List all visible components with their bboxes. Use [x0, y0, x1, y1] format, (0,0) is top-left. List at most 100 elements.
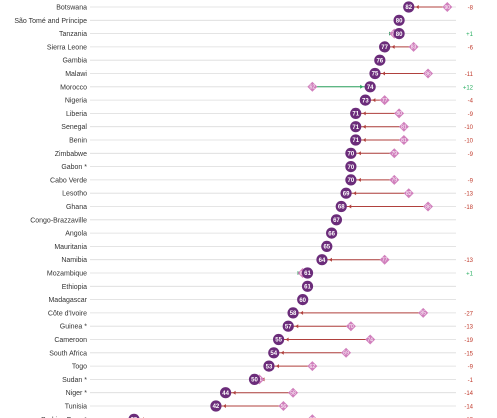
change-arrow: [232, 390, 236, 395]
change-arrow: [280, 350, 284, 355]
previous-marker: [345, 321, 356, 332]
previous-value-label: 79: [391, 151, 397, 157]
previous-value-label: 90: [445, 5, 451, 11]
current-marker: [359, 94, 371, 106]
country-label: Lesotho: [62, 191, 87, 198]
country-label: Mozambique: [47, 271, 87, 278]
country-label: Togo: [72, 364, 87, 371]
change-label: -11: [465, 72, 474, 78]
previous-value-label: 86: [425, 71, 431, 77]
current-marker: [297, 294, 309, 306]
country-label: Liberia: [66, 111, 87, 118]
previous-marker: [394, 108, 405, 119]
current-value-label: 42: [213, 404, 220, 410]
change-arrow: [360, 84, 364, 89]
current-value-label: 73: [362, 98, 369, 104]
country-label: Guinea *: [60, 324, 88, 331]
previous-value-label: 83: [411, 45, 417, 51]
current-value-label: 70: [348, 178, 355, 184]
current-value-label: 70: [348, 165, 355, 171]
change-label: +1: [466, 272, 474, 278]
change-label: +12: [463, 85, 474, 91]
current-value-label: 58: [290, 311, 297, 317]
previous-value-label: 85: [420, 311, 426, 317]
change-label: -19: [464, 338, 473, 344]
change-label: -10: [464, 139, 473, 145]
current-value-label: 53: [266, 364, 273, 370]
current-marker: [335, 200, 347, 213]
previous-marker: [365, 334, 376, 345]
change-arrow: [372, 98, 376, 103]
previous-value-label: 62: [310, 85, 316, 91]
change-label: +1: [466, 32, 474, 38]
previous-marker: [408, 41, 419, 52]
current-marker: [219, 387, 232, 399]
previous-marker: [403, 188, 414, 199]
previous-value-label: 77: [382, 98, 388, 104]
change-label: -13: [464, 192, 473, 198]
country-label: Cabo Verde: [50, 177, 87, 184]
previous-value-label: 79: [391, 178, 397, 184]
current-marker: [350, 107, 362, 119]
current-marker: [379, 41, 391, 53]
change-arrow: [391, 44, 395, 49]
change-label: -18: [464, 205, 473, 211]
country-label: Nigeria: [65, 98, 87, 105]
country-label: Angola: [65, 231, 87, 238]
current-value-label: 67: [333, 218, 340, 224]
current-value-label: 69: [343, 191, 350, 197]
current-value-label: 71: [352, 125, 359, 131]
change-label: -14: [464, 391, 473, 397]
change-arrow: [357, 177, 361, 182]
change-label: -1: [468, 378, 474, 384]
current-marker: [374, 54, 386, 66]
country-label: Ghana: [66, 204, 87, 211]
current-marker: [345, 161, 357, 173]
previous-value-label: 62: [310, 364, 316, 370]
previous-marker: [418, 307, 429, 318]
change-arrow: [295, 324, 299, 329]
change-arrow: [357, 151, 361, 156]
country-label: Malawi: [65, 71, 87, 78]
previous-value-label: 58: [290, 391, 296, 397]
current-marker: [345, 174, 357, 186]
current-value-label: 55: [275, 338, 282, 344]
current-marker: [350, 121, 362, 133]
current-value-label: 68: [338, 205, 345, 211]
current-marker: [248, 373, 261, 385]
current-value-label: 66: [328, 231, 335, 237]
change-label: -9: [468, 365, 474, 371]
country-label: Congo-Brazzaville: [30, 217, 87, 224]
country-label: Niger *: [66, 390, 88, 397]
current-value-label: 76: [376, 58, 383, 64]
current-value-label: 82: [405, 5, 412, 11]
change-label: -9: [468, 112, 474, 118]
current-value-label: 80: [396, 19, 403, 25]
change-label: -6: [468, 45, 474, 51]
current-marker: [128, 413, 140, 418]
country-label: South Africa: [49, 350, 87, 357]
current-value-label: 75: [372, 72, 379, 78]
current-value-label: 60: [299, 298, 306, 304]
current-value-label: 77: [381, 45, 388, 51]
current-marker: [316, 254, 328, 266]
previous-marker: [389, 148, 400, 159]
change-arrow: [362, 138, 366, 142]
change-label: -13: [464, 258, 473, 264]
previous-marker: [308, 414, 317, 418]
current-value-label: 80: [396, 32, 403, 38]
change-arrow: [348, 204, 352, 209]
previous-value-label: 80: [396, 111, 402, 117]
current-marker: [301, 280, 314, 292]
change-arrow: [382, 71, 385, 76]
previous-value-label: 77: [382, 258, 388, 264]
current-value-label: 50: [251, 378, 258, 384]
current-marker: [369, 67, 381, 80]
previous-marker: [442, 2, 453, 12]
current-value-label: 71: [352, 112, 359, 118]
change-label: -27: [464, 311, 473, 317]
current-marker: [282, 320, 294, 332]
current-marker: [330, 214, 343, 226]
change-arrow: [353, 191, 357, 196]
